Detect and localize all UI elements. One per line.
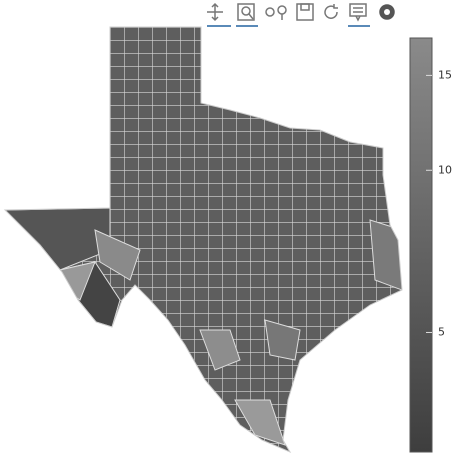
box-zoom-tool[interactable] (236, 3, 258, 27)
reset-tool[interactable] (324, 4, 338, 19)
save-tool[interactable] (296, 3, 314, 21)
tick-label: 15 (438, 68, 452, 81)
tick-label: 5 (438, 325, 445, 338)
wheel-zoom-tool[interactable] (265, 5, 287, 20)
pan-tool[interactable] (207, 2, 231, 27)
hover-tool[interactable] (348, 3, 370, 27)
bokeh-logo[interactable] (379, 4, 395, 20)
toolbar (207, 2, 395, 27)
color-bar (409, 37, 433, 453)
tick-label: 10 (438, 163, 452, 176)
texas-counties (5, 27, 402, 452)
